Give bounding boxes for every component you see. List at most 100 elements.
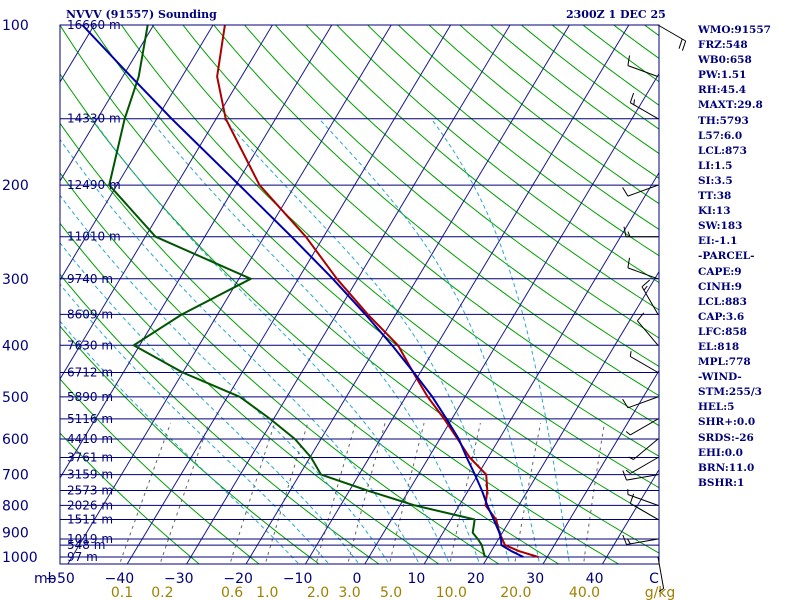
index-item: LI:1.5 — [698, 159, 733, 172]
parcel-line — [81, 25, 524, 558]
mixing-ratio-label: 20.0 — [500, 585, 531, 600]
wind-barb — [625, 418, 659, 436]
height-label: 3761 m — [67, 451, 113, 465]
isotherm — [304, 25, 630, 564]
x-axis-unit: g/kg — [645, 585, 676, 600]
temperature-tick-label: C — [649, 571, 659, 587]
dry-adiabat — [459, 25, 659, 179]
height-label: 2573 m — [67, 484, 113, 498]
temperature-line — [216, 25, 539, 558]
index-item: STM:255/3 — [698, 386, 762, 399]
index-item: WMO:91557 — [698, 24, 771, 36]
valid-time: 2300Z 1 DEC 25 — [566, 8, 666, 21]
wind-barb — [629, 92, 659, 120]
mixing-ratio-line — [264, 422, 309, 564]
temperature-tick-label: −40 — [105, 571, 135, 587]
index-item: -WIND- — [698, 371, 742, 384]
mixing-ratio-label: 10.0 — [436, 585, 467, 600]
height-label: 4410 m — [67, 432, 113, 446]
temperature-tick-label: 30 — [526, 571, 544, 587]
height-label: 2026 m — [67, 498, 113, 512]
y-axis-unit: mb — [34, 571, 57, 587]
index-item: -PARCEL- — [698, 250, 755, 263]
dry-adiabat — [60, 122, 560, 564]
dry-adiabat — [60, 273, 380, 564]
dry-adiabat — [90, 25, 659, 521]
height-label: 12490 m — [67, 178, 121, 192]
index-item: RH:45.4 — [698, 84, 747, 97]
dry-adiabat — [366, 25, 659, 257]
isotherm — [0, 1, 49, 579]
wind-barb — [622, 470, 659, 481]
station-title: NVVV (91557) Sounding — [66, 8, 217, 21]
moist-adiabat — [223, 118, 511, 564]
isotherm — [186, 25, 511, 564]
pressure-tick-label: 800 — [2, 498, 29, 514]
mixing-ratio-label: 2.0 — [307, 585, 329, 600]
wind-barb — [625, 457, 659, 474]
mixing-ratio-line — [119, 422, 172, 564]
height-label: 9740 m — [67, 272, 113, 286]
mixing-ratio-label: 0.2 — [151, 585, 173, 600]
index-item: TT:38 — [698, 190, 732, 203]
index-item: SW:183 — [698, 220, 743, 233]
wind-barb — [629, 351, 659, 373]
index-item: L57:6.0 — [698, 129, 743, 142]
mixing-ratio-label: 5.0 — [380, 585, 402, 600]
height-label: 5890 m — [67, 390, 113, 404]
dry-adiabat — [60, 325, 320, 564]
isotherm — [423, 171, 659, 564]
dry-adiabat — [305, 25, 659, 311]
mixing-ratio-label: 40.0 — [569, 585, 600, 600]
index-item: LFC:858 — [698, 325, 747, 338]
wind-barb — [627, 55, 659, 78]
height-label: 7630 m — [67, 338, 113, 352]
temperature-tick-label: 0 — [353, 571, 362, 587]
dry-adiabat — [243, 25, 659, 368]
height-label: 1511 m — [67, 513, 113, 527]
pressure-tick-label: 1000 — [2, 550, 38, 566]
index-item: SHR+:0.0 — [698, 416, 756, 429]
height-label: 5116 m — [67, 412, 113, 426]
wind-barb — [622, 396, 659, 409]
dry-adiabat — [60, 172, 500, 564]
pressure-tick-label: 100 — [2, 18, 29, 34]
index-item: CAP:3.6 — [698, 310, 745, 323]
dry-adiabat — [336, 25, 659, 284]
temperature-tick-label: 10 — [407, 571, 425, 587]
wind-barb — [637, 312, 659, 346]
wind-barb — [657, 556, 665, 592]
pressure-tick-label: 500 — [2, 390, 29, 406]
wind-barb — [627, 489, 659, 506]
wind-barb — [622, 184, 659, 197]
wind-barb — [641, 279, 659, 315]
isotherm — [60, 25, 333, 479]
index-item: LCL:883 — [698, 295, 747, 308]
isotherm — [67, 25, 392, 564]
dewpoint-line — [108, 25, 486, 558]
wind-barb — [657, 24, 687, 51]
height-label: 97 m — [67, 550, 98, 564]
plot-frame — [59, 24, 660, 565]
index-item: BSHR:1 — [698, 476, 745, 489]
mixing-ratio-line — [229, 422, 276, 564]
pressure-tick-label: 400 — [2, 338, 29, 354]
wind-barbs — [622, 24, 687, 592]
mixing-ratio-line — [583, 422, 605, 564]
height-label: 1019 m — [67, 532, 113, 546]
index-item: WB0:658 — [698, 54, 752, 67]
temperature-tick-label: −30 — [164, 571, 194, 587]
height-label: 8609 m — [67, 307, 113, 321]
index-item: EI:-1.1 — [698, 235, 738, 248]
dry-adiabat — [60, 222, 440, 564]
wind-barb — [622, 534, 659, 545]
isotherm — [542, 369, 659, 564]
height-label: 6712 m — [67, 366, 113, 380]
temperature-tick-label: −10 — [283, 571, 313, 587]
index-item: FRZ:548 — [698, 39, 748, 52]
height-label: 3159 m — [67, 468, 113, 482]
index-item: EL:818 — [698, 340, 740, 353]
temperature-tick-label: −50 — [45, 571, 75, 587]
chart-border — [59, 24, 660, 565]
